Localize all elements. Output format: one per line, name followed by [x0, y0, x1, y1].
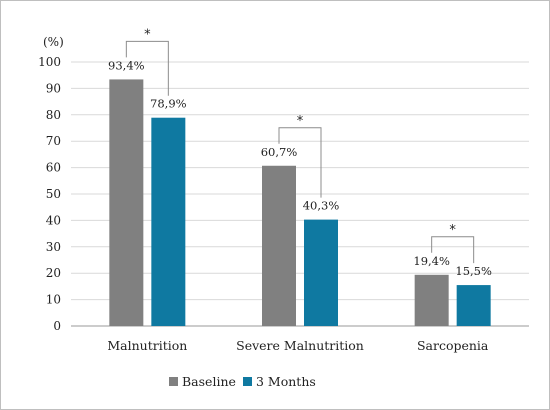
y-axis-ticks: 0 10 20 30 40 50 60 70 80 90 100	[38, 55, 61, 333]
bars: 93,4% 78,9% 60,7% 40,3% 19,4% 15,5%	[108, 58, 492, 326]
significance-marker: *	[297, 114, 304, 129]
y-tick-label: 100	[38, 55, 61, 69]
legend-swatch-baseline	[169, 377, 178, 386]
legend-swatch-3-months	[243, 377, 252, 386]
y-tick-label: 0	[53, 319, 61, 333]
y-tick-label: 90	[46, 81, 61, 95]
x-category-label: Severe Malnutrition	[236, 338, 364, 353]
gridlines	[71, 61, 529, 327]
significance-brackets: * * *	[125, 27, 475, 264]
data-label: 15,5%	[455, 264, 492, 278]
y-tick-label: 20	[46, 266, 61, 280]
y-tick-label: 60	[46, 161, 61, 175]
y-axis-label: (%)	[43, 35, 64, 49]
data-label: 78,9%	[150, 97, 187, 111]
significance-bracket	[431, 236, 475, 264]
bar-3-months	[456, 285, 491, 326]
legend-label: Baseline	[182, 374, 236, 389]
y-tick-label: 10	[46, 293, 61, 307]
significance-marker: *	[144, 27, 151, 42]
y-tick-label: 30	[46, 240, 61, 254]
x-category-label: Sarcopenia	[417, 338, 489, 353]
data-label: 19,4%	[413, 254, 450, 268]
bar-baseline	[109, 79, 144, 326]
significance-marker: *	[449, 223, 456, 238]
y-tick-label: 50	[46, 187, 61, 201]
significance-bracket	[125, 40, 169, 96]
bar-baseline	[414, 274, 449, 326]
y-tick-label: 70	[46, 134, 61, 148]
x-axis-categories: Malnutrition Severe Malnutrition Sarcopeni…	[107, 338, 489, 353]
data-label: 40,3%	[303, 199, 340, 213]
bar-3-months	[304, 219, 338, 326]
bar-baseline	[262, 165, 296, 326]
bar-3-months	[151, 117, 186, 326]
data-label: 60,7%	[261, 145, 298, 159]
significance-bracket	[278, 127, 322, 198]
x-category-label: Malnutrition	[107, 338, 187, 353]
legend-label: 3 Months	[256, 374, 316, 389]
legend: Baseline 3 Months	[169, 374, 316, 389]
data-label: 93,4%	[108, 58, 145, 72]
y-tick-label: 40	[46, 213, 61, 227]
y-tick-label: 80	[46, 108, 61, 122]
